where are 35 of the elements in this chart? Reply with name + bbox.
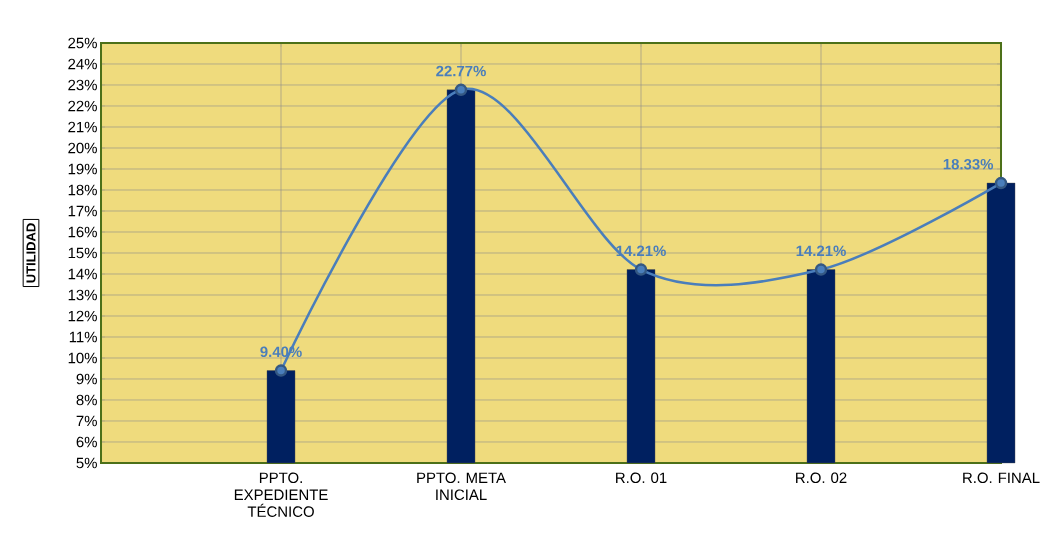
point: [634, 263, 648, 276]
point: [454, 83, 468, 97]
y-tick-label: 21%: [68, 121, 97, 133]
y-tick-label: 17%: [68, 205, 97, 217]
y-tick-label: 13%: [68, 289, 97, 301]
y-tick-label: 25%: [68, 37, 97, 49]
y-tick-label: 6%: [76, 436, 97, 448]
y-tick-label: 16%: [68, 226, 97, 238]
y-tick-label: 7%: [76, 415, 97, 427]
data-label: 18.33%: [943, 158, 994, 170]
y-tick-label: 18%: [68, 184, 97, 196]
x-tick-label: R.O. 01: [616, 472, 667, 484]
y-tick-label: 5%: [76, 457, 97, 469]
y-axis-title: UTILIDAD: [26, 223, 36, 283]
point: [274, 364, 288, 377]
x-tick-label: PPTO. META INICIAL: [417, 472, 506, 501]
y-tick-label: 9%: [76, 373, 97, 385]
x-tick-label: PPTO. EXPEDIENTE TÉCNICO: [234, 472, 328, 517]
y-tick-label: 14%: [68, 268, 97, 280]
y-tick-label: 10%: [68, 352, 97, 364]
point: [814, 263, 828, 276]
y-tick-label: 24%: [68, 58, 97, 70]
y-tick-label: 15%: [68, 247, 97, 259]
y-tick-label: 23%: [68, 79, 97, 91]
y-tick-label: 20%: [68, 142, 97, 154]
x-tick-label: R.O. FINAL: [963, 472, 1040, 484]
x-tick-label: R.O. 02: [796, 472, 847, 484]
y-tick-label: 11%: [69, 331, 97, 343]
y-tick-label: 22%: [68, 100, 97, 112]
data-label: 14.21%: [796, 245, 846, 257]
y-tick-label: 19%: [68, 163, 97, 175]
data-label: 22.77%: [436, 65, 486, 77]
y-tick-label: 8%: [76, 394, 97, 406]
point: [994, 176, 1008, 190]
y-tick-label: 12%: [68, 310, 97, 322]
